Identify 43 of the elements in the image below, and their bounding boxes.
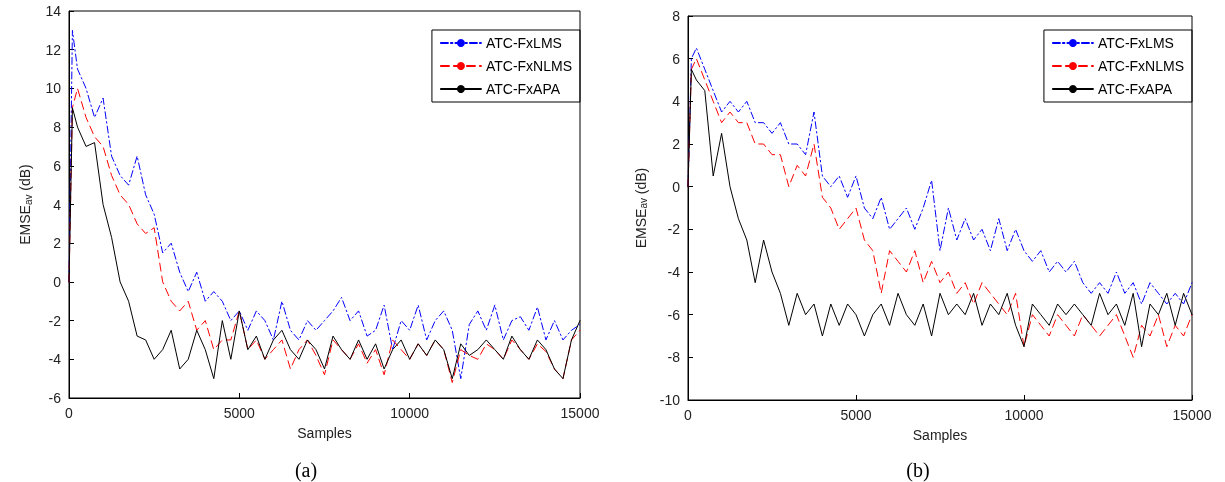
x-tick-label: 10000 <box>390 405 430 421</box>
y-tick-label: -6 <box>667 306 681 323</box>
x-tick-label: 15000 <box>560 405 600 421</box>
y-tick-label: -8 <box>667 349 681 366</box>
x-tick-label: 0 <box>65 405 74 421</box>
y-axis-title: EMSEav (dB) <box>17 164 34 245</box>
y-tick-label: 4 <box>53 196 62 213</box>
legend-label: ATC-FxLMS <box>485 35 562 51</box>
y-tick-label: 2 <box>672 136 681 152</box>
y-tick-label: -6 <box>48 390 62 406</box>
y-tick-label: 0 <box>672 178 681 195</box>
y-tick-label: 8 <box>53 119 62 136</box>
legend-label: ATC-FxNLMS <box>485 58 573 74</box>
y-tick-label: 12 <box>45 41 62 58</box>
y-tick-label: 10 <box>45 80 62 97</box>
y-axis-title: EMSEav (dB) <box>632 167 650 249</box>
y-tick-label: -2 <box>48 312 62 329</box>
y-tick-label: 6 <box>53 157 62 174</box>
x-axis-title: Samples <box>297 425 352 441</box>
x-tick-label: 0 <box>684 407 693 423</box>
y-tick-label: -2 <box>667 221 681 238</box>
y-tick-label: 4 <box>672 93 681 110</box>
y-tick-label: 0 <box>53 273 62 290</box>
y-tick-label: 8 <box>672 8 681 24</box>
x-tick-label: 5000 <box>223 405 256 421</box>
legend-label: ATC-FxLMS <box>1097 35 1174 51</box>
y-tick-label: 14 <box>45 3 62 19</box>
x-tick-label: 5000 <box>840 407 872 423</box>
text: (a) <box>294 459 318 482</box>
x-tick-label: 15000 <box>1172 407 1212 423</box>
x-tick-label: 10000 <box>1004 407 1044 423</box>
legend-label: ATC-FxAPA <box>1097 81 1173 97</box>
y-tick-label: -4 <box>667 264 681 280</box>
y-tick-label: -10 <box>659 392 681 408</box>
x-axis-title: Samples <box>912 427 968 443</box>
text: (b) <box>906 459 930 482</box>
legend-label: ATC-FxNLMS <box>1097 58 1185 74</box>
line-series <box>68 29 581 380</box>
y-tick-label: 2 <box>53 235 62 252</box>
line-series <box>687 47 1193 305</box>
y-tick-label: 6 <box>672 50 681 67</box>
legend-label: ATC-FxAPA <box>485 81 561 97</box>
y-tick-label: -4 <box>48 351 62 368</box>
